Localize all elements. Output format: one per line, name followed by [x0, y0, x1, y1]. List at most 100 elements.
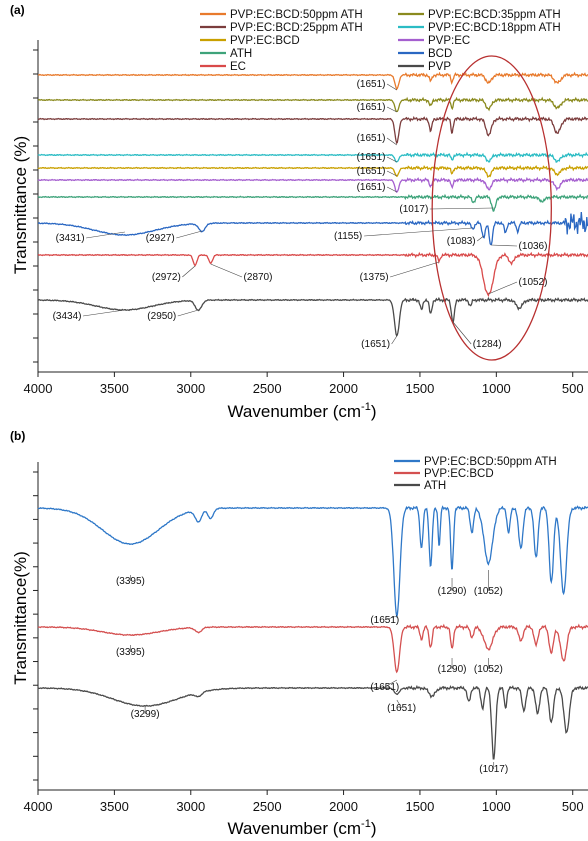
series-line-4	[37, 164, 588, 179]
panel-a-legend: PVP:EC:BCD:50ppm ATH PVP:EC:BCD:35ppm ATH…	[200, 9, 561, 73]
annotation-leader	[390, 261, 440, 278]
series-line-6	[37, 193, 588, 213]
highlight-ellipse	[431, 55, 552, 361]
annotation-label: (2950)	[147, 311, 176, 322]
legend-entry-6: ATH	[230, 48, 252, 60]
x-tick-label: 3000	[176, 799, 205, 814]
x-tick-label: 1000	[482, 381, 511, 396]
x-tick-label: 2500	[253, 381, 282, 396]
annotation-label: (1017)	[399, 204, 428, 215]
series-line-0	[38, 71, 588, 91]
annotation-leader	[386, 170, 398, 177]
legend-entry-8: EC	[230, 61, 246, 73]
annotation-label: (2927)	[146, 233, 175, 244]
annotation-label: (3431)	[56, 233, 85, 244]
series-line-9	[37, 296, 588, 337]
series-line-7	[38, 211, 588, 246]
panel-a: (a) PVP:EC:BCD:50ppm ATH PVP:EC:BCD:35ppm…	[10, 3, 588, 421]
x-tick-label: 2500	[253, 799, 282, 814]
annotation-label: (3299)	[131, 709, 160, 720]
legend-entry-1: PVP:EC:BCD:35ppm ATH	[428, 9, 561, 21]
annotation-label: (1017)	[479, 764, 508, 775]
panel-b-ylabel: Transmittance(%)	[11, 551, 30, 685]
legend-entry-2: ATH	[424, 480, 446, 492]
annotation-leader	[384, 615, 397, 621]
annotation-label: (1290)	[438, 664, 467, 675]
series-line-1	[37, 623, 588, 674]
legend-entry-2: PVP:EC:BCD:25ppm ATH	[230, 22, 363, 34]
panel-a-plot: 4000 3500 3000 2500 2000 1500 1000 500 (1651) (16…	[24, 40, 588, 396]
annotation-leader	[452, 321, 472, 345]
panel-b-xlabel: Wavenumber (cm-1)	[228, 818, 377, 838]
annotation-leader	[86, 231, 125, 239]
annotation-label: (1651)	[357, 102, 386, 113]
annotation-leader	[477, 235, 484, 242]
legend-entry-9: PVP	[428, 61, 451, 73]
x-tick-label: 1500	[405, 381, 434, 396]
legend-entry-4: PVP:EC:BCD	[230, 35, 300, 47]
annotation-label: (1036)	[519, 241, 548, 252]
annotation-leader	[386, 106, 398, 113]
panel-a-xlabel: Wavenumber (cm-1)	[228, 401, 377, 421]
annotation-leader	[488, 281, 518, 295]
annotation-leader	[177, 309, 199, 317]
annotation-label: (1651)	[357, 152, 386, 163]
annotation-leader	[384, 679, 398, 688]
series-line-2	[37, 684, 588, 760]
annotation-leader	[391, 335, 398, 345]
x-tick-label: 3500	[100, 799, 129, 814]
annotation-label: (1083)	[447, 236, 476, 247]
annotation-leader	[364, 227, 473, 237]
x-tick-label: 3000	[176, 381, 205, 396]
annotation-label: (1052)	[519, 277, 548, 288]
x-tick-label: 4000	[24, 381, 53, 396]
series-line-0	[37, 505, 588, 619]
annotation-label: (1284)	[473, 339, 502, 350]
x-tick-label: 2000	[329, 799, 358, 814]
series-line-2	[37, 115, 588, 145]
annotation-label: (1651)	[357, 166, 386, 177]
annotation-leader	[386, 83, 398, 91]
annotation-leader	[396, 699, 402, 709]
legend-entry-7: BCD	[428, 48, 452, 60]
series-line-1	[37, 96, 588, 113]
series-line-8	[38, 251, 588, 298]
annotation-label: (3395)	[116, 576, 145, 587]
panel-a-label: (a)	[10, 3, 25, 17]
x-tick-label: 1500	[405, 799, 434, 814]
legend-entry-1: PVP:EC:BCD	[424, 468, 494, 480]
annotation-leader	[386, 156, 398, 163]
legend-entry-0: PVP:EC:BCD:50ppm ATH	[424, 456, 557, 468]
annotation-leader	[182, 265, 196, 278]
annotation-label: (1651)	[387, 703, 416, 714]
annotation-label: (3434)	[53, 311, 82, 322]
annotation-leader	[82, 309, 125, 317]
x-tick-label: 500	[562, 799, 584, 814]
panel-b-plot: 4000 3500 3000 2500 2000 1500 1000 500 (3395) (16…	[24, 462, 588, 814]
annotation-label: (1651)	[370, 682, 399, 693]
annotation-leader	[176, 230, 203, 239]
annotation-label: (1651)	[357, 133, 386, 144]
annotation-label: (1651)	[361, 339, 390, 350]
annotation-label: (1052)	[474, 586, 503, 597]
annotation-leader	[210, 263, 243, 278]
legend-entry-0: PVP:EC:BCD:50ppm ATH	[230, 9, 363, 21]
x-tick-label: 2000	[329, 381, 358, 396]
annotation-leader	[429, 207, 494, 210]
annotation-label: (3395)	[116, 647, 145, 658]
series-line-3	[37, 151, 588, 163]
annotation-label: (1375)	[360, 272, 389, 283]
x-tick-label: 500	[562, 381, 584, 396]
annotation-label: (1052)	[474, 664, 503, 675]
annotation-label: (2972)	[152, 272, 181, 283]
series-line-5	[37, 176, 588, 194]
panel-a-ylabel: Transmittance (%)	[11, 136, 30, 274]
legend-entry-3: PVP:EC:BCD:18ppm ATH	[428, 22, 561, 34]
x-tick-label: 3500	[100, 381, 129, 396]
annotation-label: (1651)	[357, 79, 386, 90]
annotation-leader	[386, 137, 398, 146]
annotation-label: (2870)	[244, 272, 273, 283]
